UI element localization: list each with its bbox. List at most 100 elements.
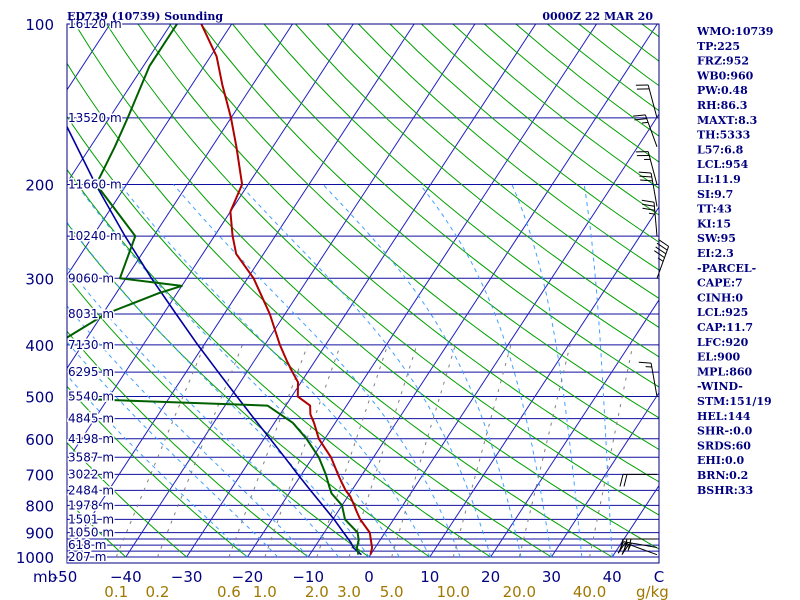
- dry-adiabat-line: [67, 62, 613, 558]
- moist-adiabat-line: [67, 341, 279, 558]
- mixing-ratio-tick-label: 0.1: [104, 583, 128, 600]
- temperature-tick-label: −20: [232, 568, 264, 586]
- index-item: EHI:0.0: [697, 454, 744, 467]
- mixing-ratio-line: [391, 344, 456, 558]
- index-item: TH:5333: [697, 129, 750, 142]
- moist-adiabat-line: [67, 265, 339, 558]
- wind-barb-full: [641, 199, 655, 203]
- wind-barb-full: [638, 171, 652, 174]
- dry-adiabat-line: [232, 24, 659, 388]
- wind-barb: [638, 171, 658, 207]
- moist-adiabat-line: [239, 184, 492, 558]
- index-item: RH:86.3: [697, 99, 747, 112]
- mixing-ratio-tick-label: 1.0: [253, 583, 277, 600]
- wind-barb-half: [648, 212, 656, 215]
- dry-adiabat-line: [67, 275, 370, 558]
- index-item: SI:9.7: [697, 188, 733, 201]
- wind-barb-full: [619, 538, 624, 552]
- isotherm-line: [186, 24, 537, 558]
- wind-barb-shaft: [656, 246, 670, 279]
- wind-barb: [619, 473, 657, 487]
- pressure-tick-label: 1000: [16, 549, 54, 567]
- index-item: BRN:0.2: [697, 469, 748, 482]
- height-label: 5540 m: [68, 390, 114, 404]
- wind-barb-full: [633, 114, 646, 117]
- height-label: 4198 m: [68, 432, 114, 446]
- mixing-ratio-lines: [115, 344, 634, 558]
- height-label: 6295 m: [68, 365, 114, 379]
- temperature-tick-label: 20: [481, 568, 500, 586]
- pressure-tick-label: 900: [25, 525, 54, 543]
- mixing-ratio-tick-label: 40.0: [573, 583, 606, 600]
- wind-barb-full: [639, 175, 652, 178]
- height-label: 618 m: [68, 538, 106, 552]
- isotherm-line: [67, 24, 293, 370]
- height-label: 3587 m: [68, 450, 114, 464]
- index-item: TT:43: [697, 203, 732, 216]
- temperature-trace-line: [200, 24, 374, 555]
- dry-adiabat-line: [106, 24, 659, 516]
- pressure-tick-label: 300: [25, 270, 54, 288]
- dry-adiabat-line: [358, 24, 659, 271]
- temperature-tick-label: -50: [53, 568, 78, 586]
- index-item: LFC:920: [697, 336, 749, 349]
- dry-adiabat-line: [74, 24, 659, 550]
- mixing-ratio-line: [157, 344, 243, 558]
- index-item: CINH:0: [697, 291, 743, 304]
- index-item: FRZ:952: [697, 55, 749, 68]
- wind-barb-shaft: [647, 84, 658, 118]
- isotherm-line: [246, 24, 597, 558]
- height-labels: 16120 m 13520 m 11660 m 10240 m 9060 m 8031 m…: [67, 16, 124, 566]
- wind-barb: [653, 239, 670, 279]
- mixing-ratio-axis-label: g/kg: [636, 583, 669, 600]
- mixing-ratio-tick-label: 0.6: [217, 583, 241, 600]
- isotherm-line: [67, 24, 172, 184]
- index-item: L57:6.8: [697, 143, 744, 156]
- wind-barb: [635, 84, 658, 118]
- isotherm-line: [550, 391, 659, 558]
- moist-adiabat-line: [511, 184, 583, 558]
- pressure-tick-label: 800: [25, 497, 54, 515]
- index-item: TP:225: [697, 40, 740, 53]
- temperature-tick-label: −30: [171, 568, 203, 586]
- wind-barb-half: [641, 121, 649, 124]
- dry-adiabat-line: [389, 24, 659, 243]
- index-item: HEL:144: [697, 410, 751, 423]
- index-item: LCL:925: [697, 306, 748, 319]
- wind-barb-full: [634, 118, 647, 121]
- dry-adiabats: [67, 24, 659, 558]
- plot-frame: [66, 23, 660, 564]
- wind-barbs: [617, 84, 670, 556]
- height-label: 8031 m: [68, 307, 114, 321]
- height-label: 4845 m: [68, 412, 114, 426]
- height-label: 13520 m: [68, 111, 122, 125]
- wind-barb-full: [642, 203, 655, 207]
- sounding-profiles: [67, 24, 374, 556]
- pressure-tick-label: 500: [25, 389, 54, 407]
- wind-barb-shaft: [653, 202, 658, 237]
- index-item: -PARCEL-: [697, 262, 756, 275]
- dry-adiabat-line: [295, 24, 659, 328]
- mixing-ratio-line: [348, 344, 418, 558]
- pressure-labels: 100 200 300 400 500 600 700 800 900 1000: [16, 16, 54, 567]
- temperature-axis-label: C: [654, 568, 664, 586]
- mixing-ratio-line: [316, 344, 389, 558]
- mixing-ratio-line: [589, 344, 634, 558]
- wind-barb: [633, 114, 658, 148]
- wind-barb-shaft: [650, 172, 658, 207]
- pressure-tick-label: 200: [25, 176, 54, 194]
- wind-barb-shaft: [647, 151, 658, 185]
- wind-barb-full: [627, 538, 632, 552]
- mixing-ratio-tick-label: 0.2: [146, 583, 170, 600]
- isotherm-line: [368, 113, 659, 558]
- parcel-trace-line: [67, 124, 362, 556]
- mixing-ratio-tick-label: 10.0: [437, 583, 470, 600]
- index-item: -WIND-: [697, 380, 743, 393]
- moist-adiabat-line: [173, 184, 461, 558]
- mixing-ratio-labels: 0.1 0.2 0.6 1.0 2.0 3.0 5.0 10.0 20.0 40.0: [104, 583, 606, 600]
- isotherm-line: [429, 206, 659, 558]
- index-item: MPL:860: [697, 365, 753, 378]
- temperature-tick-label: −40: [110, 568, 142, 586]
- temperature-tick-label: 40: [603, 568, 622, 586]
- pressure-tick-label: 400: [25, 337, 54, 355]
